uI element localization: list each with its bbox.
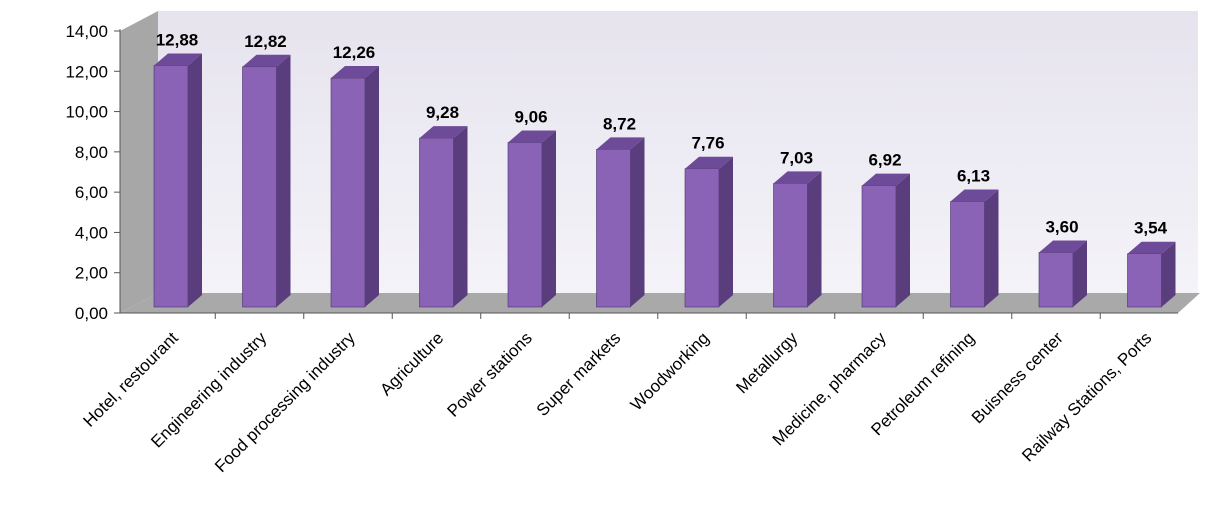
bar-top bbox=[862, 173, 910, 186]
bar-side bbox=[807, 171, 822, 307]
bar-side bbox=[896, 173, 910, 307]
y-tick-label: 8,00 bbox=[75, 143, 108, 162]
bar-front bbox=[330, 77, 366, 308]
bar-side bbox=[365, 66, 379, 307]
data-label: 12,88 bbox=[156, 31, 199, 50]
bar bbox=[596, 137, 645, 308]
data-label: 12,82 bbox=[244, 32, 287, 51]
bar bbox=[507, 130, 556, 308]
bar-side bbox=[630, 137, 645, 307]
bar-front bbox=[153, 65, 189, 308]
bar-side bbox=[1161, 241, 1176, 307]
data-label: 6,13 bbox=[957, 167, 990, 186]
bar-front bbox=[950, 201, 985, 308]
bar-front bbox=[1038, 252, 1074, 308]
bar bbox=[1127, 241, 1176, 308]
x-tick-label: Super markets bbox=[533, 328, 625, 420]
x-tick-label: Hotel, restourant bbox=[80, 328, 182, 430]
bar bbox=[684, 156, 733, 308]
y-tick-label: 2,00 bbox=[75, 264, 108, 283]
data-label: 3,60 bbox=[1045, 217, 1078, 236]
floor bbox=[120, 293, 1200, 313]
data-labels: 12,88 12,82 12,26 9,28 9,06 8,72 7,76 7,03 6,92 6… bbox=[156, 31, 1168, 238]
data-label: 6,92 bbox=[868, 151, 901, 170]
bar-top bbox=[773, 171, 822, 184]
bar-top bbox=[331, 66, 379, 79]
bar-top bbox=[1127, 241, 1176, 254]
bar bbox=[773, 171, 822, 308]
bar-side bbox=[188, 53, 202, 308]
bar-front bbox=[419, 137, 454, 308]
x-tick-label: Food processing industry bbox=[211, 328, 359, 476]
bar-side bbox=[1073, 240, 1087, 307]
bar bbox=[153, 53, 202, 308]
bar-front bbox=[242, 66, 277, 308]
y-tick-label: 10,00 bbox=[65, 103, 108, 122]
bar bbox=[330, 66, 379, 308]
bar-front bbox=[684, 168, 720, 308]
bar-top bbox=[950, 189, 999, 202]
bar-front bbox=[773, 183, 808, 308]
bar-side bbox=[453, 126, 468, 308]
data-label: 12,26 bbox=[333, 43, 376, 62]
data-label: 8,72 bbox=[603, 114, 636, 133]
bar-top bbox=[685, 156, 733, 169]
side-wall bbox=[120, 11, 158, 313]
data-label: 9,06 bbox=[514, 108, 547, 127]
back-wall bbox=[158, 11, 1198, 293]
x-tick-label: Buisness center bbox=[968, 328, 1067, 427]
bar-front bbox=[596, 149, 631, 308]
bar-top bbox=[1039, 240, 1087, 253]
x-tick-label: Woodworking bbox=[627, 328, 713, 414]
bar-top bbox=[419, 126, 468, 139]
bar-top bbox=[508, 130, 556, 143]
x-tick-label: Agriculture bbox=[376, 328, 447, 399]
y-axis: 0,00 2,00 4,00 6,00 8,00 10,00 12,00 14,00 bbox=[65, 22, 121, 323]
bar-side bbox=[984, 189, 999, 307]
y-tick-label: 14,00 bbox=[65, 22, 108, 41]
y-tick-label: 0,00 bbox=[75, 304, 108, 323]
bar-top bbox=[154, 53, 202, 66]
bar-front bbox=[861, 185, 897, 308]
bar bbox=[861, 173, 910, 308]
data-label: 7,03 bbox=[780, 148, 813, 167]
bar-side bbox=[542, 130, 556, 307]
y-tick-label: 4,00 bbox=[75, 223, 108, 242]
y-tick-label: 6,00 bbox=[75, 183, 108, 202]
bar-top bbox=[596, 137, 645, 150]
x-tick-label: Power stations bbox=[444, 328, 536, 420]
x-tick-label: Metallurgy bbox=[732, 328, 801, 397]
bar bbox=[419, 126, 468, 308]
data-label: 9,28 bbox=[426, 103, 459, 122]
bars bbox=[153, 53, 1176, 308]
bar-side bbox=[276, 54, 291, 307]
bar-side bbox=[719, 156, 733, 307]
bar bbox=[950, 189, 999, 308]
bar-top bbox=[242, 54, 291, 67]
data-label: 3,54 bbox=[1134, 219, 1168, 238]
bar-front bbox=[1127, 253, 1162, 308]
bar bbox=[242, 54, 291, 308]
data-label: 7,76 bbox=[691, 134, 724, 153]
bar-front bbox=[507, 142, 543, 308]
bar bbox=[1038, 240, 1087, 308]
chart-walls bbox=[120, 11, 1200, 313]
y-tick-label: 12,00 bbox=[65, 62, 108, 81]
